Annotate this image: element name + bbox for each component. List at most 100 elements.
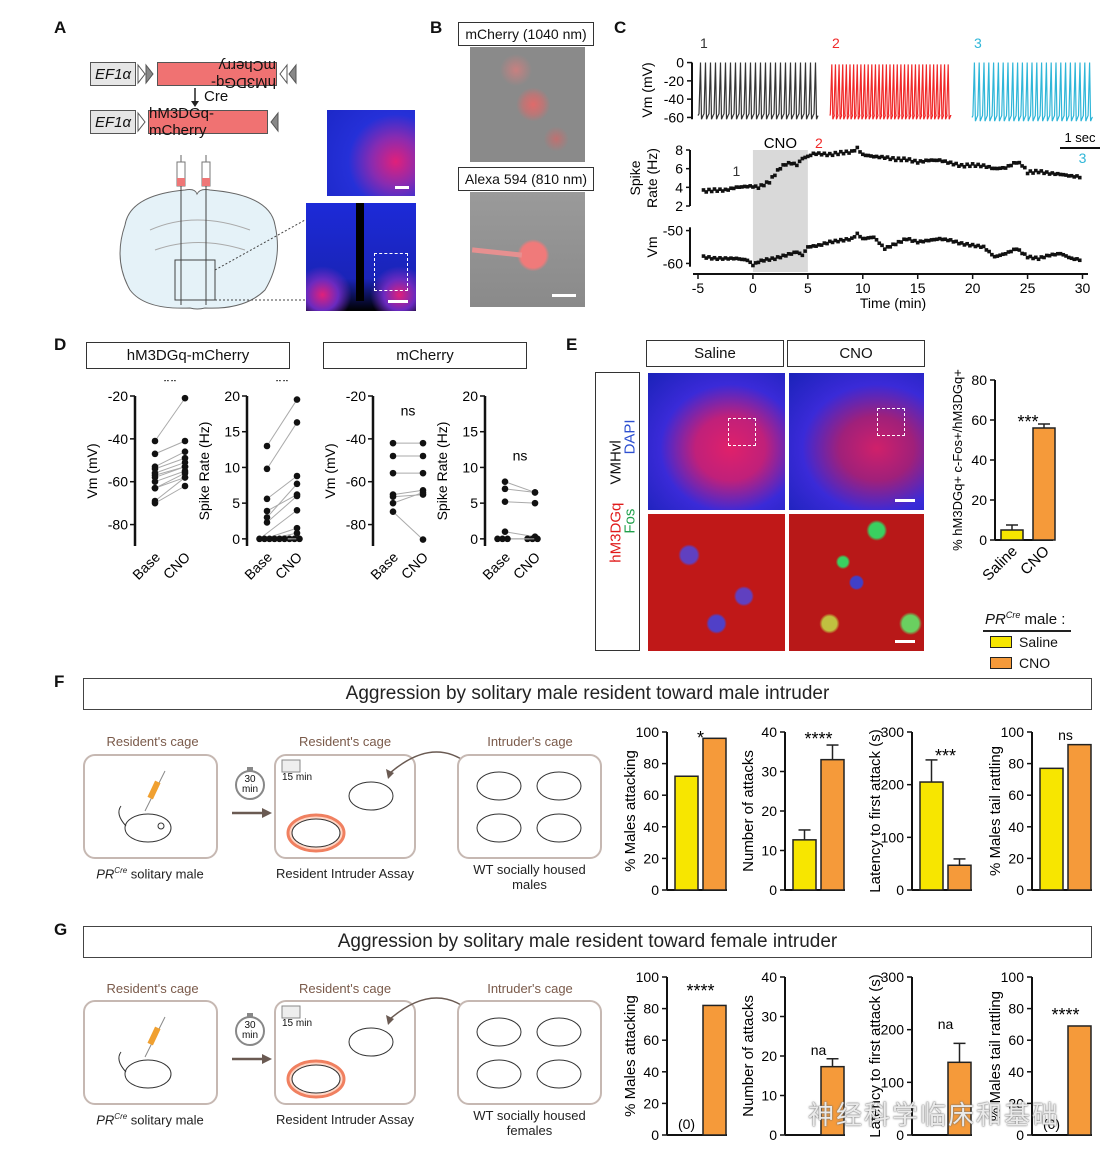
cage-label-2: Resident's cage bbox=[298, 981, 392, 996]
chart-f-males-attacking: 0 20 40 60 80 100 % Males attacking * bbox=[622, 724, 727, 898]
data-point bbox=[775, 255, 780, 259]
data-point-cno bbox=[419, 439, 427, 447]
data-point bbox=[943, 237, 947, 242]
cage-intruder bbox=[457, 1000, 602, 1105]
panel-label-c: C bbox=[614, 18, 627, 37]
data-point-cno bbox=[181, 437, 189, 445]
data-point bbox=[990, 166, 994, 171]
x-axis-label: Time (min) bbox=[860, 295, 926, 311]
data-point bbox=[731, 186, 736, 191]
data-point bbox=[709, 257, 714, 261]
data-point bbox=[891, 242, 895, 247]
data-point bbox=[825, 241, 829, 246]
y-tick-label: 20 bbox=[761, 803, 777, 819]
data-point bbox=[935, 158, 939, 163]
y-tick-label: 20 bbox=[1008, 1095, 1024, 1111]
data-point bbox=[1055, 251, 1060, 256]
y-tick-label: 80 bbox=[971, 372, 987, 388]
y-tick-label: 40 bbox=[761, 724, 777, 740]
y-tick-label: 100 bbox=[881, 1074, 905, 1090]
bar-saline bbox=[919, 781, 944, 891]
cno-label: CNO bbox=[764, 136, 797, 152]
data-point bbox=[871, 235, 876, 240]
bar-saline bbox=[674, 775, 699, 891]
data-point bbox=[858, 150, 862, 154]
legend-item-cno: CNO bbox=[990, 655, 1050, 671]
y-axis-label: Latency to first attack (s) bbox=[867, 974, 884, 1137]
arrow-right-icon bbox=[232, 1054, 272, 1064]
data-point bbox=[904, 237, 909, 242]
x-tick-label: 15 bbox=[910, 280, 926, 296]
mice-group-icon bbox=[476, 771, 582, 843]
data-point bbox=[1020, 164, 1024, 168]
image-label-mcherry: mCherry (1040 nm) bbox=[458, 22, 594, 46]
data-point bbox=[926, 158, 931, 163]
data-point bbox=[792, 161, 796, 166]
significance-label: ** bbox=[163, 380, 177, 392]
trace-label-2: 2 bbox=[832, 35, 840, 51]
data-point bbox=[819, 152, 824, 157]
data-point bbox=[902, 237, 906, 242]
bar-cno bbox=[702, 1004, 727, 1136]
data-point bbox=[701, 188, 706, 192]
x-tick-label: CNO bbox=[160, 549, 193, 582]
scale-bar-label: 1 sec bbox=[1064, 130, 1096, 145]
y-tick-label: -60 bbox=[108, 474, 128, 490]
y-tick-label: 30 bbox=[761, 1009, 777, 1025]
panel-f-title: Aggression by solitary male resident tow… bbox=[83, 678, 1092, 710]
y-tick-label: 100 bbox=[1001, 724, 1025, 740]
data-point bbox=[1039, 169, 1044, 173]
y-tick-label: 0 bbox=[979, 532, 987, 548]
data-point bbox=[822, 241, 827, 245]
data-point bbox=[1066, 174, 1071, 178]
pair-line bbox=[154, 457, 186, 470]
data-point-cno bbox=[419, 489, 427, 496]
data-point bbox=[874, 237, 879, 242]
data-point bbox=[869, 235, 873, 240]
data-point bbox=[1001, 252, 1005, 257]
data-point bbox=[959, 162, 964, 167]
data-point bbox=[893, 158, 898, 163]
data-point bbox=[968, 164, 972, 169]
data-point-cno bbox=[293, 524, 301, 532]
scale-bar bbox=[388, 300, 408, 303]
data-point-cno bbox=[181, 482, 189, 490]
data-point bbox=[937, 236, 942, 241]
significance-label: **** bbox=[1051, 1005, 1079, 1025]
pair-line bbox=[266, 422, 298, 470]
data-point bbox=[737, 185, 741, 189]
data-point-cno bbox=[293, 419, 301, 426]
y-tick-label: 100 bbox=[1001, 969, 1025, 985]
panel-label-g: G bbox=[54, 920, 68, 939]
data-point bbox=[715, 257, 720, 262]
data-point bbox=[784, 163, 788, 167]
pair-line bbox=[154, 397, 186, 442]
data-point-base bbox=[263, 507, 271, 515]
data-point-base bbox=[501, 498, 509, 506]
y-tick-label: 40 bbox=[761, 969, 777, 985]
cage-label-3: Intruder's cage bbox=[487, 981, 573, 996]
data-point bbox=[970, 162, 975, 166]
data-point bbox=[979, 245, 983, 250]
col-title-cno: CNO bbox=[787, 340, 925, 367]
legend-item-saline: Saline bbox=[990, 634, 1058, 650]
data-point bbox=[965, 162, 969, 167]
inset-box bbox=[374, 253, 408, 291]
data-point bbox=[1047, 253, 1052, 258]
bar-cno bbox=[947, 864, 972, 891]
pair-line bbox=[392, 494, 424, 498]
data-point bbox=[1017, 160, 1022, 165]
data-point bbox=[992, 254, 997, 259]
y-tick-label: 20 bbox=[971, 492, 987, 508]
data-point-base bbox=[501, 478, 509, 486]
timer-icon bbox=[235, 1013, 265, 1046]
data-point bbox=[729, 256, 733, 260]
data-point bbox=[795, 250, 799, 255]
data-point bbox=[740, 185, 744, 189]
data-point-cno bbox=[296, 535, 303, 543]
x-tick-label: Saline bbox=[979, 543, 1021, 583]
data-point bbox=[786, 160, 791, 165]
data-point-cno bbox=[293, 472, 301, 480]
chart-f-tail-rattling: 0 20 40 60 80 100 % Males tail rattling ns bbox=[987, 724, 1092, 898]
